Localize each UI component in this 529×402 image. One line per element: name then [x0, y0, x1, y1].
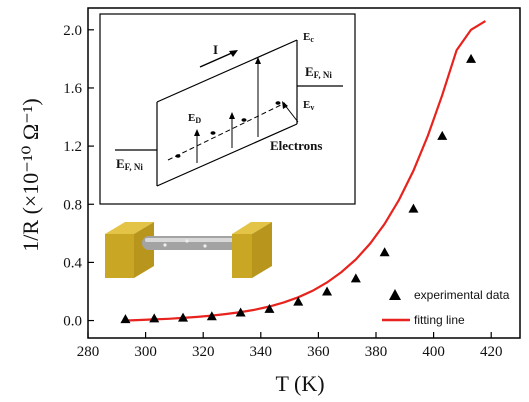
y-axis: 0.0 0.4 0.8 1.2 1.6 2.0: [63, 23, 94, 330]
left-electrode-top: [105, 222, 154, 234]
device-illustration: [105, 222, 272, 278]
x-tick-label-4: 360: [307, 344, 330, 360]
ef-left-label: EF, Ni: [116, 156, 143, 172]
x-tick-label-1: 300: [134, 344, 157, 360]
electron-2: [210, 131, 216, 135]
nanowire-highlight: [145, 238, 235, 242]
y-tick-label-1: 0.4: [63, 255, 82, 271]
data-point-4: [235, 307, 246, 317]
left-electrode-front: [105, 234, 134, 278]
data-point-5: [264, 303, 275, 313]
data-point-11: [437, 130, 448, 140]
ec-label: Ec: [303, 31, 314, 44]
x-tick-label-5: 380: [365, 344, 388, 360]
wire-particle-2: [185, 239, 189, 243]
y-tick-label-0: 0.0: [63, 314, 82, 330]
current-label: I: [213, 42, 218, 57]
x-axis-title: T (K): [275, 371, 324, 396]
electron-1: [175, 154, 181, 158]
x-tick-label-3: 340: [250, 344, 273, 360]
data-point-7: [322, 286, 333, 296]
wire-particle-1: [163, 243, 167, 247]
data-point-1: [149, 313, 160, 323]
data-point-0: [120, 314, 131, 324]
electrons-pointer: [283, 103, 299, 123]
data-point-10: [408, 203, 419, 213]
conduction-band-edge: [156, 39, 298, 103]
electrons-pointer-head: [282, 101, 288, 109]
excitation-arrowhead-1: [194, 129, 200, 136]
legend: experimental data fitting line: [382, 288, 510, 327]
wire-particle-3: [203, 244, 207, 248]
data-point-2: [178, 312, 189, 322]
y-axis-title: 1/R (×10⁻¹⁰ Ω⁻¹): [18, 98, 43, 251]
legend-label-experimental: experimental data: [414, 288, 510, 302]
valence-band-edge: [156, 123, 298, 187]
excitation-arrowhead-2: [229, 112, 235, 119]
electron-4: [275, 101, 281, 105]
x-tick-label-7: 420: [480, 344, 503, 360]
current-arrow: [199, 51, 235, 68]
data-point-12: [466, 53, 477, 63]
plot-frame: [87, 7, 521, 339]
electrons-label: Electrons: [270, 138, 322, 153]
y-tick-label-4: 1.6: [63, 81, 82, 97]
inset-band-diagram: I Ec Ev ED EF, Ni EF, Ni Electrons: [99, 13, 356, 205]
data-point-3: [206, 311, 217, 321]
x-tick-label-6: 400: [422, 344, 445, 360]
ev-label: Ev: [303, 99, 314, 112]
inset-frame: [99, 13, 356, 205]
ed-label: ED: [188, 112, 201, 125]
excitation-arrowhead-3: [255, 57, 261, 64]
y-tick-label-3: 1.2: [63, 139, 82, 155]
legend-label-fitting: fitting line: [414, 313, 465, 327]
current-arrowhead: [229, 50, 238, 57]
legend-marker-triangle: [389, 289, 401, 300]
data-point-9: [379, 247, 390, 257]
x-tick-label-2: 320: [192, 344, 215, 360]
data-points-layer: [120, 53, 477, 324]
donor-level: [167, 102, 286, 161]
right-electrode-side: [252, 222, 272, 278]
ef-right-label: EF, Ni: [305, 64, 332, 80]
y-tick-label-5: 2.0: [63, 23, 82, 39]
x-tick-label-0: 280: [77, 344, 100, 360]
x-axis: 280 300 320 340 360 380 400 420: [77, 332, 503, 360]
electron-3: [241, 118, 247, 122]
right-electrode-front: [232, 234, 252, 278]
right-electrode-top: [232, 222, 272, 234]
data-point-6: [293, 296, 304, 306]
data-point-8: [350, 273, 361, 283]
y-tick-label-2: 0.8: [63, 197, 82, 213]
